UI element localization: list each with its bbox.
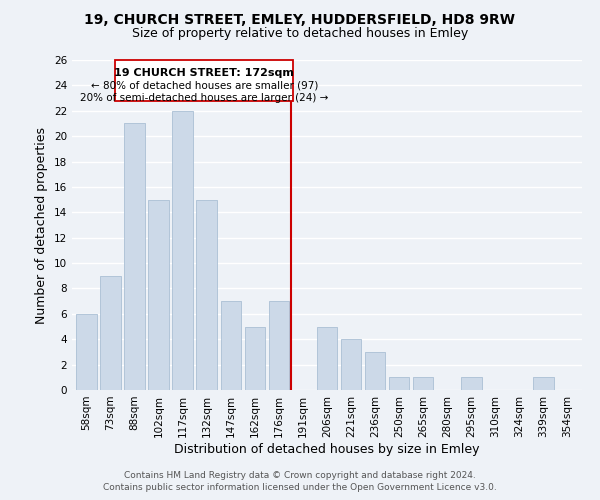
Bar	[317, 326, 337, 390]
Bar	[148, 200, 169, 390]
Bar	[413, 378, 433, 390]
Bar	[389, 378, 409, 390]
Bar	[124, 124, 145, 390]
Bar	[341, 339, 361, 390]
Bar	[245, 326, 265, 390]
Bar	[461, 378, 482, 390]
Text: Size of property relative to detached houses in Emley: Size of property relative to detached ho…	[132, 28, 468, 40]
Text: Contains HM Land Registry data © Crown copyright and database right 2024.: Contains HM Land Registry data © Crown c…	[124, 471, 476, 480]
FancyBboxPatch shape	[115, 60, 293, 100]
Text: 19, CHURCH STREET, EMLEY, HUDDERSFIELD, HD8 9RW: 19, CHURCH STREET, EMLEY, HUDDERSFIELD, …	[85, 12, 515, 26]
X-axis label: Distribution of detached houses by size in Emley: Distribution of detached houses by size …	[174, 442, 480, 456]
Bar	[100, 276, 121, 390]
Bar	[533, 378, 554, 390]
Y-axis label: Number of detached properties: Number of detached properties	[35, 126, 49, 324]
Text: 19 CHURCH STREET: 172sqm: 19 CHURCH STREET: 172sqm	[115, 68, 294, 78]
Bar	[196, 200, 217, 390]
Bar	[221, 301, 241, 390]
Text: 20% of semi-detached houses are larger (24) →: 20% of semi-detached houses are larger (…	[80, 93, 328, 103]
Bar	[76, 314, 97, 390]
Text: ← 80% of detached houses are smaller (97): ← 80% of detached houses are smaller (97…	[91, 80, 318, 90]
Bar	[269, 301, 289, 390]
Bar	[172, 111, 193, 390]
Text: Contains public sector information licensed under the Open Government Licence v3: Contains public sector information licen…	[103, 484, 497, 492]
Bar	[365, 352, 385, 390]
